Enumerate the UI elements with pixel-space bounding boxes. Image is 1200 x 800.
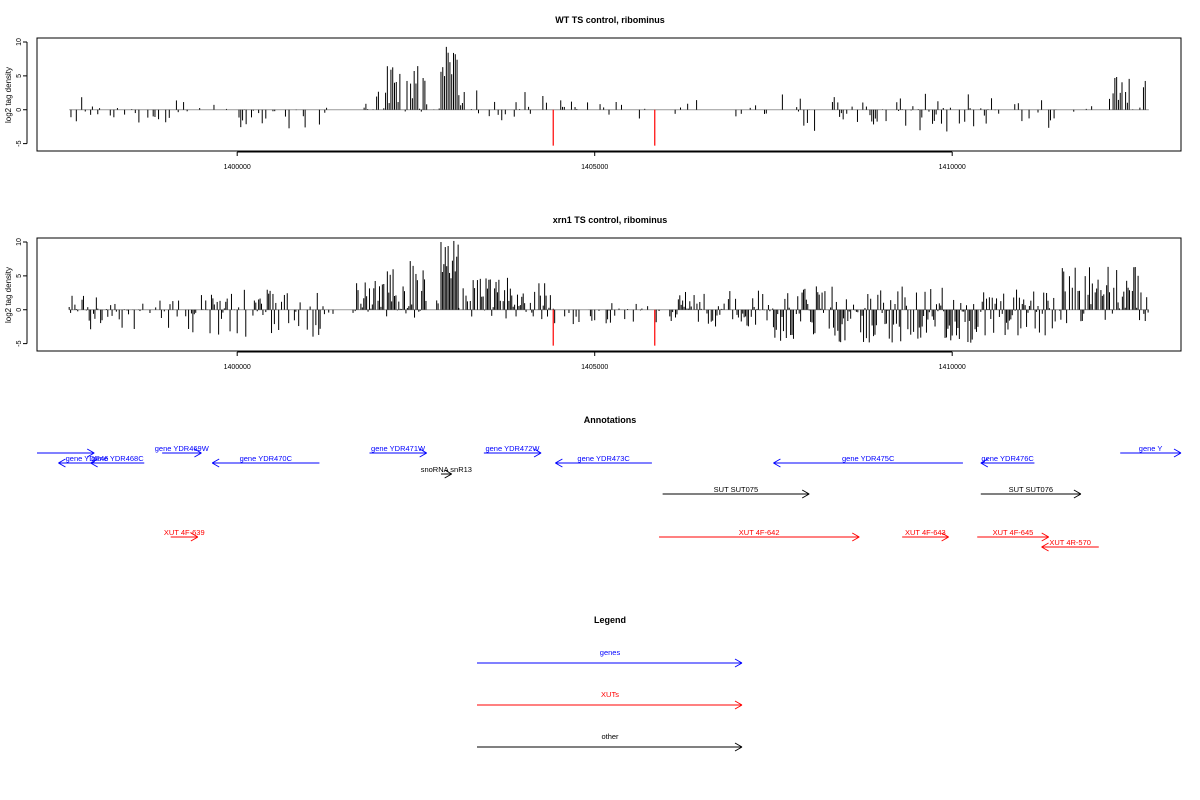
feature-label: gene YDR468C: [91, 454, 144, 463]
feature-label: gene YDR471W: [371, 444, 426, 453]
x-tick-label: 1400000: [224, 364, 251, 371]
y-tick-label: 0: [16, 308, 23, 312]
feature-label: gene YDR470C: [240, 454, 293, 463]
feature-arrow: [659, 532, 860, 542]
legend-label: other: [601, 732, 619, 741]
feature-arrow: [1120, 448, 1182, 458]
feature-label: XUT 4F-643: [905, 528, 946, 537]
legend-arrow: [477, 700, 743, 710]
feature-label: XUT 4F-642: [739, 528, 780, 537]
x-tick-label: 1405000: [581, 164, 608, 171]
xrn1-signal-panel: xrn1 TS control, ribominus log2 tag dens…: [4, 215, 1182, 371]
feature-arrow: [773, 458, 963, 468]
feature-label: gene YDR475C: [842, 454, 895, 463]
feature-arrow: [980, 489, 1082, 499]
y-tick-label: -5: [16, 140, 23, 146]
feature-label: gene YDR472W: [485, 444, 540, 453]
y-tick-label: 0: [16, 108, 23, 112]
feature-label: snoRNA snR13: [421, 465, 472, 474]
y-tick-label: 5: [16, 74, 23, 78]
feature-arrow: [170, 532, 199, 542]
y-tick-label: 10: [16, 238, 23, 246]
legend-title: Legend: [594, 615, 626, 625]
legend-arrow: [477, 742, 743, 752]
legend-panel: Legend genes XUTs other: [477, 615, 743, 752]
feature-label: XUT 4F-645: [993, 528, 1034, 537]
feature-arrow: [902, 532, 949, 542]
feature-arrow: [977, 532, 1049, 542]
feature-label: SUT SUT075: [714, 485, 758, 494]
legend-label: XUTs: [601, 690, 619, 699]
panel-title: WT TS control, ribominus: [555, 15, 665, 25]
feature-arrow: [211, 458, 320, 468]
x-tick-label: 1400000: [224, 164, 251, 171]
y-tick-label: 10: [16, 38, 23, 46]
x-tick-label: 1405000: [581, 364, 608, 371]
feature-label: SUT SUT076: [1009, 485, 1053, 494]
feature-arrow: [90, 458, 145, 468]
feature-label: gene YDR46: [66, 454, 109, 463]
feature-arrow: [662, 489, 810, 499]
feature-arrow: [369, 448, 427, 458]
feature-label: gene Y: [1139, 444, 1163, 453]
feature-label: gene YDR473C: [577, 454, 630, 463]
feature-label: XUT 4R-570: [1049, 538, 1091, 547]
feature-arrow: [1041, 542, 1099, 552]
y-axis-label: log2 tag density: [4, 267, 13, 323]
feature-arrow: [440, 469, 452, 479]
plot-frame: [36, 37, 1182, 152]
annotations-title: Annotations: [584, 415, 637, 425]
x-tick-label: 1410000: [939, 364, 966, 371]
legend-label: genes: [600, 648, 621, 657]
feature-label: XUT 4F-639: [164, 528, 205, 537]
y-axis-label: log2 tag density: [4, 67, 13, 123]
feature-arrow: [162, 448, 202, 458]
y-tick-label: 5: [16, 274, 23, 278]
feature-label: gene YDR476C: [981, 454, 1034, 463]
feature-arrow: [555, 458, 652, 468]
x-tick-label: 1410000: [939, 164, 966, 171]
wt-signal-panel: WT TS control, ribominus log2 tag densit…: [4, 15, 1182, 171]
panel-title: xrn1 TS control, ribominus: [553, 215, 668, 225]
feature-arrow: [37, 448, 95, 458]
feature-arrow: [483, 448, 542, 458]
feature-label: gene YDR469W: [155, 444, 210, 453]
plot-frame: [36, 237, 1182, 352]
y-tick-label: -5: [16, 340, 23, 346]
legend-arrow: [477, 658, 743, 668]
feature-arrow: [980, 458, 1035, 468]
